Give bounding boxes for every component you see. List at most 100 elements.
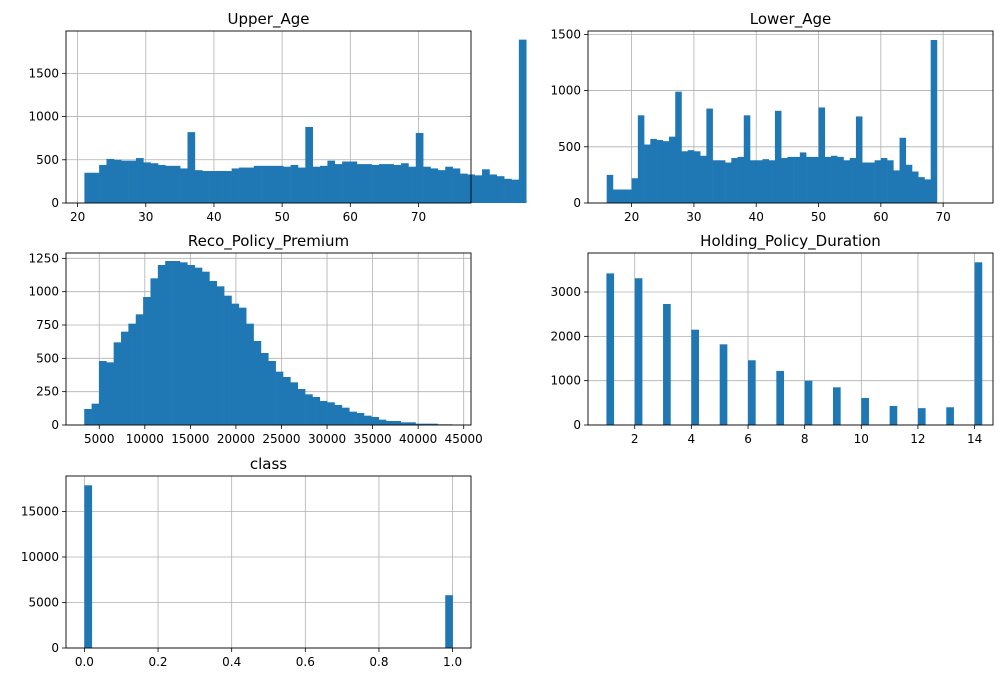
y-tick-label: 1250 (28, 251, 59, 265)
histogram-bar (422, 423, 431, 425)
histogram-bar (135, 158, 144, 203)
histogram-bar (305, 394, 313, 425)
chart-title: Holding_Policy_Duration (700, 232, 881, 251)
histogram-bar (719, 344, 728, 425)
histogram-bar (631, 178, 639, 203)
histogram-bar (268, 165, 277, 203)
histogram-bar (231, 168, 240, 203)
x-tick-label: 20 (624, 210, 639, 224)
histogram-bar (430, 168, 439, 203)
histogram-bar (106, 362, 114, 425)
histogram-bar (150, 278, 159, 425)
histogram-bar (774, 110, 782, 203)
histogram-bar (804, 380, 813, 425)
histogram-panel-holding-policy-duration: 2 4 6 8 10 12 14 0 1000 2000 3000 Holding_Policy_Du… (550, 232, 994, 446)
y-tick-label: 0 (573, 418, 581, 432)
histogram-bar (91, 403, 100, 425)
histogram-bar (231, 303, 240, 425)
histogram-bar (669, 136, 676, 203)
histogram-bar (837, 156, 844, 203)
y-tick-label: 750 (36, 318, 59, 332)
histogram-bar (504, 178, 512, 203)
histogram-bar (121, 331, 129, 425)
histogram-bar (606, 174, 614, 203)
histogram-bar (84, 409, 92, 425)
histogram-bar (283, 166, 291, 203)
x-tick-label: 15000 (171, 432, 209, 446)
histogram-bar (246, 167, 255, 203)
histogram-bar (912, 171, 919, 203)
y-tick-label: 1000 (28, 285, 59, 299)
histogram-bar (106, 158, 115, 203)
histogram-bar (675, 91, 682, 203)
histogram-bar (861, 397, 869, 425)
x-tick-label: 70 (411, 210, 426, 224)
histogram-bar (415, 423, 424, 425)
histogram-bar (408, 166, 417, 203)
histogram-bar (165, 261, 173, 425)
histogram-bar (393, 164, 402, 203)
chart-title: class (250, 455, 287, 473)
histogram-bar (762, 159, 769, 203)
histogram-bar (253, 341, 262, 425)
histogram-bar (737, 156, 745, 203)
histogram-bar (401, 163, 409, 203)
histogram-bar (706, 108, 713, 203)
x-tick-label: 0.4 (222, 655, 241, 669)
histogram-bar (445, 595, 453, 648)
histogram-bar (364, 164, 372, 203)
histogram-bar (781, 158, 788, 203)
histogram-bar (290, 164, 299, 203)
histogram-bar (312, 166, 321, 203)
histogram-bar (194, 170, 203, 203)
y-tick-label: 1000 (550, 374, 581, 388)
histogram-bar (282, 377, 291, 425)
histogram-bar (768, 160, 776, 203)
histogram-bar (459, 173, 468, 203)
histogram-bar (415, 132, 424, 203)
histogram-bar (824, 156, 832, 203)
histogram-bar (644, 144, 651, 203)
histogram-bar (700, 155, 707, 203)
y-tick-label: 500 (558, 140, 581, 154)
x-tick-label: 70 (936, 210, 951, 224)
histogram-bar (209, 171, 218, 203)
axes-frame (65, 30, 472, 204)
x-tick-label: 8 (801, 432, 809, 446)
histogram-bar (202, 271, 210, 425)
histogram-bar (445, 166, 453, 203)
histogram-bar (889, 405, 898, 425)
histogram-bar (349, 411, 357, 425)
histogram-bar (356, 413, 365, 425)
histogram-bar (430, 423, 438, 425)
axes-frame (65, 252, 472, 426)
x-tick-label: 30000 (308, 432, 346, 446)
histogram-bar (312, 397, 321, 425)
histogram-bar (887, 160, 894, 203)
axes-frame (587, 30, 994, 204)
histogram-bar (496, 176, 505, 203)
histogram-bar (239, 167, 247, 203)
histogram-bar (143, 297, 151, 425)
histogram-bar (334, 405, 343, 425)
histogram-bar (681, 151, 688, 203)
histogram-bar (880, 158, 888, 203)
histogram-bar (691, 329, 700, 425)
histogram-bar (165, 165, 174, 203)
y-tick-label: 1000 (28, 110, 59, 124)
histogram-bar (378, 164, 387, 203)
y-tick-label: 10000 (21, 550, 59, 564)
histogram-bar (511, 179, 520, 203)
y-tick-label: 1500 (28, 66, 59, 80)
histogram-bar (319, 401, 328, 425)
histogram-bar (194, 267, 203, 425)
histogram-bar (718, 160, 726, 203)
histogram-bar (606, 273, 615, 425)
x-tick-label: 0.0 (75, 655, 94, 669)
histogram-bar (216, 286, 225, 425)
histogram-bar (843, 160, 850, 203)
axes-frame (65, 475, 472, 649)
histogram-bar (327, 160, 336, 203)
x-tick-label: 12 (910, 432, 925, 446)
